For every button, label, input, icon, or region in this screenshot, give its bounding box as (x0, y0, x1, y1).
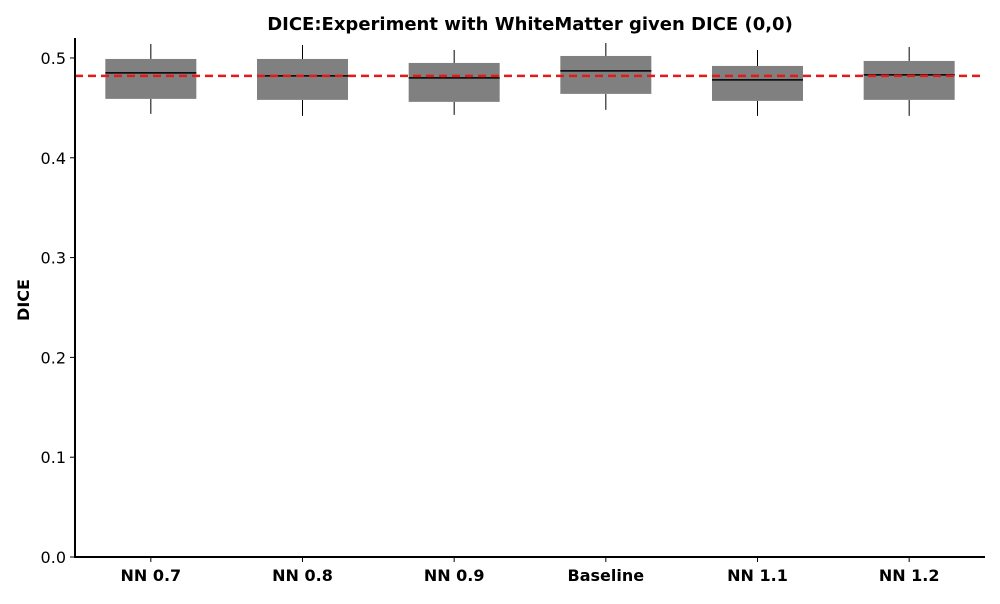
box-group (712, 49, 803, 116)
x-tick-label: Baseline (568, 566, 645, 585)
chart-title: DICE:Experiment with WhiteMatter given D… (267, 14, 793, 35)
box-iqr (257, 58, 348, 100)
y-tick-label: 0.4 (41, 149, 66, 168)
box-group (105, 43, 197, 114)
y-tick-label: 0.3 (41, 249, 66, 268)
x-tick-label: NN 1.1 (727, 566, 788, 585)
y-tick-label: 0.5 (41, 49, 66, 68)
x-tick-label: NN 0.7 (120, 566, 181, 585)
box-iqr (408, 62, 500, 102)
axes-layer: 0.0 0.1 0.2 0.3 0.4 0.5 NN 0.7 NN 0.8 NN 0.9 Base… (41, 38, 985, 585)
y-axis-label: DICE (14, 279, 33, 321)
x-tick-label: NN 1.2 (879, 566, 940, 585)
box-group (408, 49, 500, 115)
x-tick-label: NN 0.8 (272, 566, 333, 585)
x-tick-label: NN 0.9 (424, 566, 485, 585)
boxes-layer (105, 42, 955, 116)
box-iqr (105, 58, 197, 99)
box-iqr (863, 60, 955, 100)
box-iqr (712, 65, 803, 101)
box-group (863, 46, 955, 116)
box-group (257, 44, 348, 116)
y-tick-label: 0.1 (41, 448, 66, 467)
y-tick-label: 0.2 (41, 348, 66, 367)
y-tick-label: 0.0 (41, 548, 66, 567)
